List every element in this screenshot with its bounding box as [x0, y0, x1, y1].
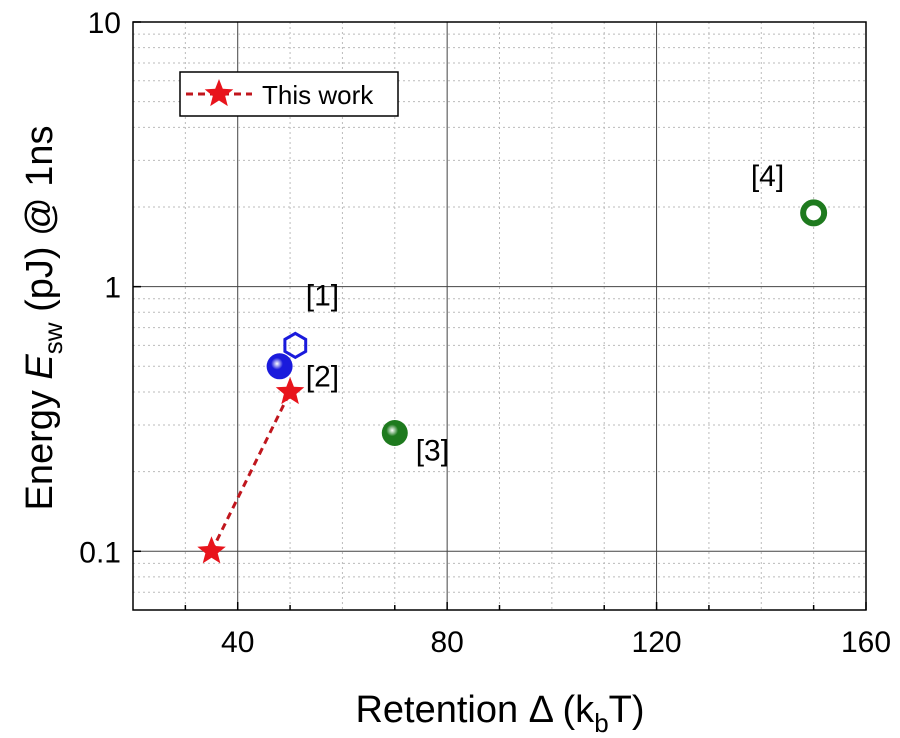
legend: This work — [179, 71, 399, 117]
y-tick-label: 1 — [104, 272, 121, 305]
y-axis-label: Energy Esw (pJ) @ 1ns — [19, 125, 68, 510]
legend-label: This work — [262, 80, 374, 110]
annotation-label: [2] — [306, 360, 339, 393]
data-point-star — [197, 536, 226, 564]
x-tick-label: 80 — [430, 626, 463, 659]
x-tick-label: 40 — [221, 626, 254, 659]
data-point-sphere — [266, 353, 293, 380]
data-point-ring — [800, 199, 828, 227]
y-tick-label: 10 — [88, 7, 121, 40]
annotation-label: [1] — [306, 279, 339, 312]
x-tick-label: 120 — [632, 626, 682, 659]
x-axis-label: Retention Δ (kbT) — [355, 689, 644, 738]
annotation-label: [3] — [416, 435, 449, 468]
data-point-sphere — [381, 419, 408, 446]
data-point-star — [275, 377, 305, 405]
data-point-hexagon — [283, 331, 308, 360]
axis-ticks: 40 80 120 160 0.1 1 10 — [79, 7, 891, 659]
series-line — [210, 391, 292, 552]
annotations: [1] [2] [3] [4] — [306, 160, 784, 468]
annotation-label: [4] — [751, 160, 784, 193]
data-series — [197, 199, 828, 564]
x-tick-label: 160 — [841, 626, 891, 659]
y-tick-label: 0.1 — [79, 536, 121, 569]
legend-star-icon — [204, 79, 234, 107]
grid — [133, 22, 866, 610]
